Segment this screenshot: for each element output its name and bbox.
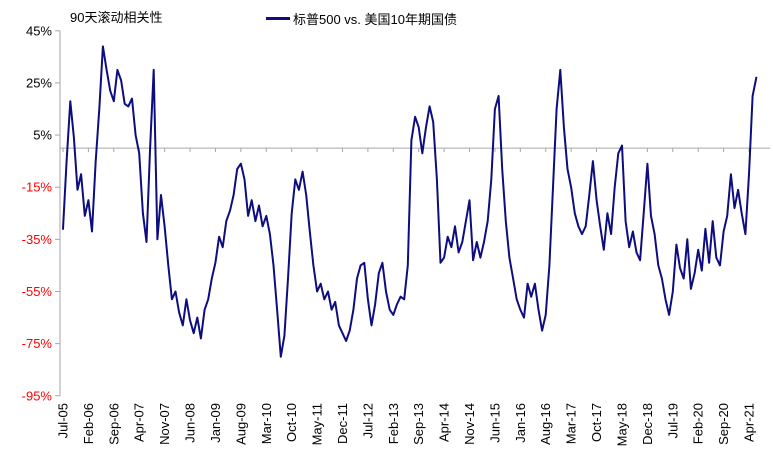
- y-tick-label: 25%: [26, 75, 52, 90]
- y-tick-label: -35%: [22, 232, 53, 247]
- x-tick-label: Mar-17: [564, 403, 579, 444]
- x-tick-label: May-18: [614, 403, 629, 446]
- legend-label: 标普500 vs. 美国10年期国债: [293, 12, 457, 27]
- x-tick-label: Apr-07: [132, 403, 147, 442]
- correlation-line: [62, 45, 758, 358]
- x-tick-label: Jun-08: [183, 403, 198, 443]
- x-tick-label: Sep-13: [411, 403, 426, 445]
- x-tick-label: Jul-19: [665, 403, 680, 438]
- x-axis-ticks: [62, 148, 750, 153]
- x-tick-label: Feb-06: [81, 403, 96, 444]
- x-tick-label: Feb-13: [386, 403, 401, 444]
- x-tick-label: Apr-21: [742, 403, 757, 442]
- x-tick-label: Jul-12: [360, 403, 375, 438]
- x-tick-label: Jun-15: [487, 403, 502, 443]
- y-tick-label: -95%: [22, 388, 53, 403]
- y-tick-label: 5%: [33, 128, 52, 143]
- x-tick-label: Dec-11: [335, 403, 350, 444]
- x-tick-label: Jan-16: [513, 403, 528, 443]
- y-tick-label: 45%: [26, 23, 52, 38]
- legend-line-marker: [266, 17, 290, 20]
- x-tick-label: Dec-18: [640, 403, 655, 445]
- x-tick-label: Sep-06: [106, 403, 121, 445]
- x-tick-label: Jul-05: [56, 403, 71, 438]
- x-tick-label: Apr-14: [437, 403, 452, 442]
- y-tick-label: -55%: [22, 284, 53, 299]
- y-tick-label: -15%: [22, 180, 53, 195]
- legend: 标普500 vs. 美国10年期国债: [266, 9, 457, 28]
- x-tick-label: Sep-20: [716, 403, 731, 445]
- x-axis-labels: Jul-05 Feb-06 Sep-06 Apr-07 Nov-07 Jun-08 Jan-…: [56, 403, 757, 446]
- x-tick-label: Aug-09: [233, 403, 248, 445]
- x-tick-label: Oct-10: [284, 403, 299, 442]
- x-tick-label: Mar-10: [259, 403, 274, 444]
- chart-title: 90天滚动相关性: [70, 10, 163, 25]
- x-tick-label: Oct-17: [589, 403, 604, 442]
- y-axis: 45% 25% 5% -15% -35% -55% -75% -95%: [22, 23, 61, 403]
- x-tick-label: Aug-16: [538, 403, 553, 445]
- x-tick-label: Nov-07: [157, 403, 172, 445]
- x-tick-label: May-11: [310, 403, 325, 445]
- x-tick-label: Feb-20: [691, 403, 706, 444]
- y-tick-label: -75%: [22, 336, 53, 351]
- x-tick-label: Jan-09: [208, 403, 223, 443]
- x-tick-label: Nov-14: [462, 403, 477, 445]
